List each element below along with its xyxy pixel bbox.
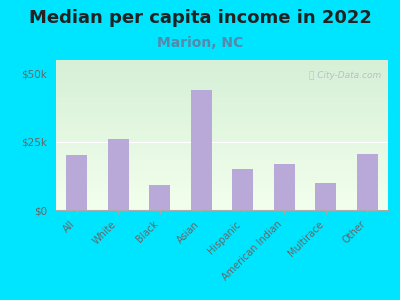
Bar [232,169,253,210]
Text: Marion, NC: Marion, NC [157,36,243,50]
Bar [108,139,129,210]
Bar [191,90,212,210]
Bar [315,183,336,210]
Bar [66,155,87,210]
Bar [357,154,378,210]
Text: ⓘ City-Data.com: ⓘ City-Data.com [309,70,381,80]
Text: Median per capita income in 2022: Median per capita income in 2022 [28,9,372,27]
Bar [149,185,170,210]
Bar [274,164,295,210]
